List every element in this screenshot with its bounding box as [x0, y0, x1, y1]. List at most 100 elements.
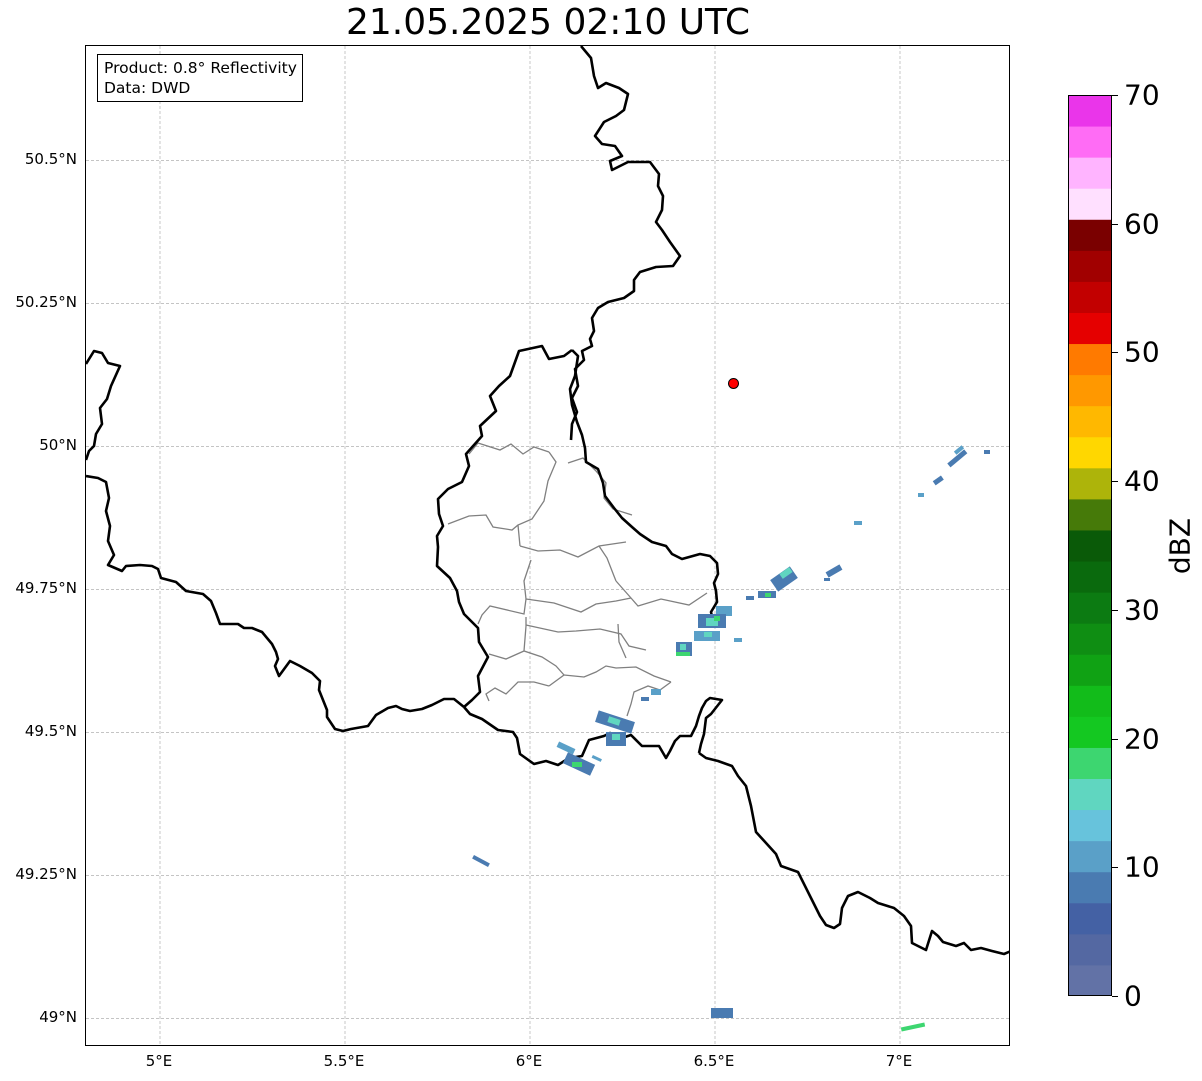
colorbar-tick-label: 20	[1124, 722, 1160, 756]
canton-line	[626, 681, 672, 717]
lon-tick-label: 7°E	[885, 1052, 913, 1070]
echo-cell	[607, 716, 621, 726]
echo-cell	[765, 593, 771, 597]
product-label: Product: 0.8° Reflectivity	[104, 59, 297, 77]
canton-line	[519, 541, 627, 558]
map-canvas[interactable]	[86, 46, 1010, 1046]
lat-tick-label: 49.5°N	[24, 722, 77, 741]
border-fr-be	[86, 474, 465, 733]
echo-cell	[918, 493, 924, 497]
colorbar-segment	[1068, 964, 1112, 996]
echo-cell	[746, 596, 754, 600]
colorbar-tick-mark	[1112, 996, 1118, 997]
national-borders	[86, 46, 1009, 956]
lat-tick-label: 50.25°N	[15, 293, 77, 312]
border-be-north	[86, 349, 122, 461]
echo-cell	[680, 644, 686, 650]
colorbar-segment	[1068, 561, 1112, 593]
border-lu-west	[435, 344, 573, 708]
lat-tick-label: 50.5°N	[24, 150, 77, 169]
gridlines	[86, 46, 1009, 1045]
echo-cell	[900, 1022, 926, 1032]
colorbar-segment	[1068, 592, 1112, 624]
colorbar-tick-label: 50	[1124, 335, 1160, 369]
lon-tick-label: 6.5°E	[693, 1052, 735, 1070]
colorbar-segment	[1068, 219, 1112, 251]
colorbar-tick-mark	[1112, 223, 1118, 225]
lon-tick-label: 6°E	[515, 1052, 543, 1070]
echo-cell	[711, 1008, 733, 1018]
canton-boundaries	[447, 442, 708, 717]
echo-cell	[824, 578, 830, 581]
canton-line	[563, 665, 672, 683]
colorbar-segment	[1068, 126, 1112, 158]
echo-cell	[706, 618, 718, 626]
colorbar-tick-label: 70	[1124, 78, 1160, 112]
lon-tick-label: 5.5°E	[323, 1052, 365, 1070]
echo-cell	[854, 521, 862, 525]
colorbar-tick-label: 60	[1124, 207, 1160, 241]
echo-cell	[984, 450, 990, 454]
colorbar-segment	[1068, 840, 1112, 873]
colorbar-segment	[1068, 654, 1112, 686]
colorbar-segment	[1068, 374, 1112, 407]
canton-line	[617, 623, 627, 659]
border-lu-south	[463, 696, 724, 767]
border-de-fr	[698, 751, 1009, 956]
canton-line	[525, 624, 647, 651]
colorbar-tick-mark	[1112, 609, 1118, 611]
colorbar	[1068, 95, 1112, 996]
echo-cell	[825, 564, 843, 578]
echo-cell	[641, 697, 649, 701]
product-info-box: Product: 0.8° Reflectivity Data: DWD	[97, 54, 303, 102]
colorbar-tick-label: 0	[1124, 979, 1142, 1013]
echo-cell	[651, 689, 661, 695]
colorbar-segment	[1068, 623, 1112, 655]
map-title: 21.05.2025 02:10 UTC	[345, 2, 751, 43]
lat-tick-label: 49.25°N	[15, 865, 77, 884]
border-de-be	[569, 46, 682, 441]
colorbar-segment	[1068, 778, 1112, 811]
colorbar-segment	[1068, 436, 1112, 469]
colorbar-segment	[1068, 188, 1112, 220]
colorbar-label: dBZ	[1163, 517, 1197, 575]
echo-cell	[714, 616, 720, 621]
colorbar-segment	[1068, 747, 1112, 780]
colorbar-segment	[1068, 498, 1112, 531]
colorbar-segment	[1068, 157, 1112, 189]
canton-line	[567, 457, 633, 516]
echo-cell	[770, 566, 798, 592]
canton-line	[447, 514, 519, 531]
lon-tick-label: 5°E	[145, 1052, 173, 1070]
canton-line	[477, 559, 532, 625]
echo-cell	[704, 632, 712, 637]
colorbar-segment	[1068, 871, 1112, 904]
colorbar-segment	[1068, 809, 1112, 842]
colorbar-segment	[1068, 95, 1112, 127]
echo-cell	[591, 754, 602, 762]
echo-cell	[676, 652, 690, 656]
colorbar-segment	[1068, 281, 1112, 313]
colorbar-tick-label: 10	[1124, 850, 1160, 884]
lat-tick-label: 49°N	[39, 1008, 77, 1027]
data-source-label: Data: DWD	[104, 79, 191, 97]
echo-cell	[716, 606, 732, 616]
echo-cell	[612, 734, 620, 740]
colorbar-tick-label: 40	[1124, 464, 1160, 498]
echo-cell	[779, 567, 793, 579]
colorbar-tick-mark	[1112, 95, 1118, 96]
colorbar-tick-mark	[1112, 738, 1118, 740]
radar-site-marker	[728, 377, 739, 389]
map-area[interactable]	[85, 45, 1010, 1046]
colorbar-tick-mark	[1112, 352, 1118, 354]
echo-cell	[556, 741, 576, 755]
canton-line	[517, 451, 557, 547]
canton-line	[488, 650, 565, 687]
echo-cell	[932, 475, 944, 486]
border-lu-de	[568, 349, 720, 622]
canton-line	[525, 597, 632, 613]
echo-cell	[472, 855, 490, 867]
canton-line	[615, 580, 708, 607]
canton-line	[485, 681, 550, 702]
colorbar-segment	[1068, 250, 1112, 282]
